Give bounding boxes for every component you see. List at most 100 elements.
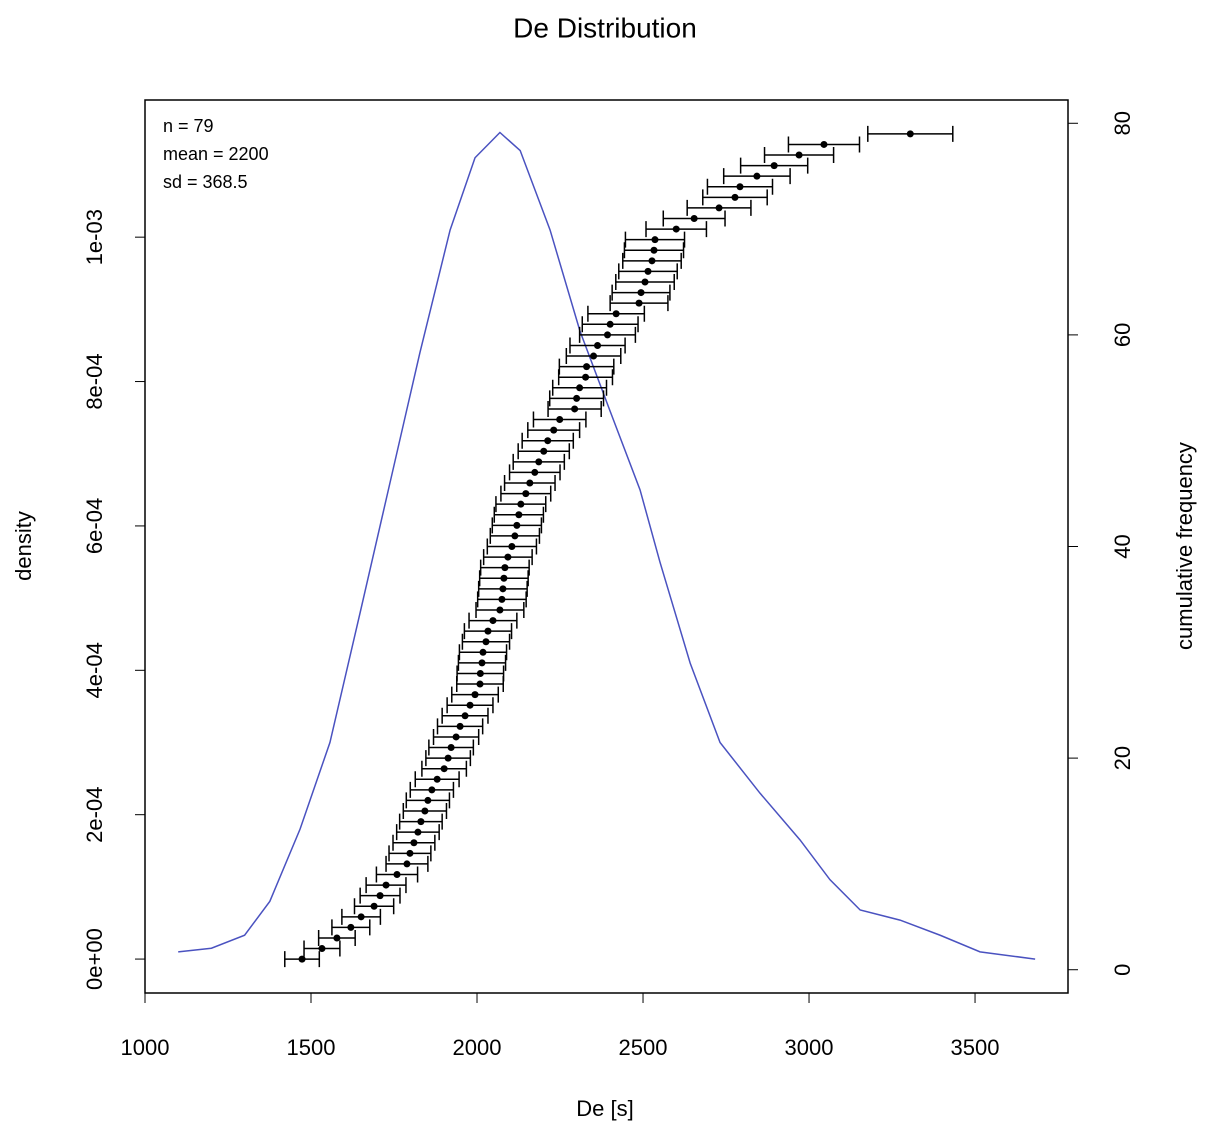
point: [504, 553, 512, 561]
point: [511, 532, 519, 540]
point: [583, 363, 591, 371]
point: [499, 585, 507, 593]
point: [517, 500, 525, 508]
point: [526, 479, 534, 487]
point: [648, 257, 656, 265]
y2-axis-title: cumulative frequency: [1172, 442, 1197, 650]
point: [479, 648, 487, 656]
point: [556, 416, 564, 424]
point: [641, 278, 649, 286]
y2-tick-label: 80: [1110, 111, 1135, 135]
point: [498, 595, 506, 603]
x-axis-title: De [s]: [576, 1096, 633, 1121]
point: [736, 183, 744, 191]
point: [571, 405, 579, 413]
point: [650, 246, 658, 254]
y-tick-label: 0e+00: [82, 928, 107, 990]
point: [544, 437, 552, 445]
x-tick-label: 3500: [951, 1035, 1000, 1060]
point: [594, 341, 602, 349]
point: [508, 543, 516, 550]
point: [376, 892, 384, 900]
annotation: n = 79: [163, 116, 214, 136]
point: [471, 691, 479, 699]
point: [476, 680, 484, 688]
point: [576, 384, 584, 392]
point: [461, 712, 469, 720]
point: [770, 162, 778, 170]
point: [906, 130, 914, 138]
point: [606, 320, 614, 328]
point: [370, 902, 378, 910]
x-tick-label: 2500: [619, 1035, 668, 1060]
x-tick-label: 2000: [453, 1035, 502, 1060]
y2-tick-label: 20: [1110, 746, 1135, 770]
y-tick-label: 4e-04: [82, 642, 107, 698]
point: [440, 765, 448, 773]
point: [428, 786, 436, 794]
point: [496, 606, 504, 614]
point: [393, 870, 401, 878]
point: [550, 426, 558, 434]
y-tick-label: 2e-04: [82, 787, 107, 843]
point: [452, 733, 460, 741]
y-axis-title: density: [11, 511, 36, 581]
point: [715, 204, 723, 212]
density-line: [178, 131, 1036, 960]
point: [590, 352, 598, 360]
point: [382, 881, 390, 889]
annotation: sd = 368.5: [163, 172, 248, 192]
point: [433, 775, 441, 783]
point: [513, 521, 521, 529]
point: [500, 574, 508, 582]
y2-tick-label: 60: [1110, 323, 1135, 347]
point: [403, 860, 411, 868]
point: [406, 849, 414, 857]
point: [456, 722, 464, 730]
point: [535, 458, 543, 466]
point: [318, 945, 326, 953]
point: [417, 818, 425, 826]
point: [424, 796, 432, 804]
annotation: mean = 2200: [163, 144, 269, 164]
point: [421, 807, 429, 815]
point: [501, 564, 509, 572]
point: [672, 225, 680, 233]
point: [357, 913, 365, 921]
point: [414, 828, 422, 836]
point: [410, 839, 418, 847]
point: [444, 754, 452, 762]
y-tick-label: 6e-04: [82, 498, 107, 554]
point: [731, 193, 739, 201]
x-tick-label: 1500: [287, 1035, 336, 1060]
point: [522, 490, 530, 498]
point: [540, 447, 548, 455]
point: [447, 744, 455, 752]
point: [690, 215, 698, 223]
point: [573, 394, 581, 402]
point: [484, 627, 492, 635]
point: [644, 267, 652, 275]
point: [333, 934, 341, 942]
y-tick-label: 8e-04: [82, 353, 107, 409]
plot-frame: [144, 99, 1069, 994]
point: [651, 236, 659, 244]
y2-tick-label: 0: [1110, 964, 1135, 976]
point: [478, 659, 486, 667]
point: [531, 468, 539, 476]
point: [476, 669, 484, 677]
point: [637, 289, 645, 297]
point: [347, 923, 355, 931]
point: [795, 151, 803, 159]
chart-title: De Distribution: [513, 12, 697, 43]
y-tick-label: 1e-03: [82, 209, 107, 265]
point: [612, 310, 620, 318]
point: [466, 701, 474, 709]
point: [489, 617, 497, 625]
point: [635, 299, 643, 307]
point: [298, 955, 306, 963]
point: [515, 511, 523, 519]
point: [482, 638, 490, 646]
